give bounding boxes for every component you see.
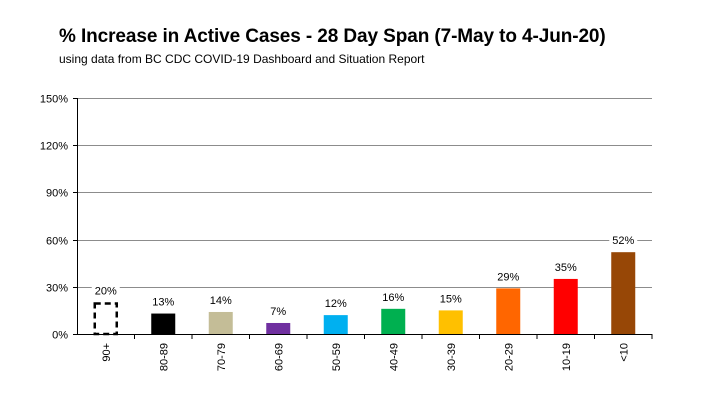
data-label: 29% bbox=[497, 271, 519, 283]
y-tick-label: 90% bbox=[46, 188, 68, 200]
data-label: 15% bbox=[440, 293, 462, 305]
x-tick-label: 80-89 bbox=[158, 343, 170, 371]
data-label: 20% bbox=[95, 286, 117, 298]
bar bbox=[611, 252, 636, 334]
x-tick-label: 90+ bbox=[101, 343, 113, 362]
data-label: 12% bbox=[325, 298, 347, 310]
x-tick-label: 70-79 bbox=[216, 343, 228, 371]
data-label-bg bbox=[609, 234, 638, 248]
axes bbox=[73, 98, 653, 339]
data-label: 35% bbox=[555, 262, 577, 274]
data-label-bg bbox=[551, 260, 580, 274]
bar bbox=[553, 278, 578, 334]
bar bbox=[496, 288, 521, 334]
x-tick-label: <10 bbox=[618, 343, 630, 362]
y-tick-labels: 0% 30% 60% 90% 120% 150% bbox=[40, 94, 68, 342]
x-tick-label: 30-39 bbox=[446, 343, 458, 371]
x-tick-label: 60-69 bbox=[273, 343, 285, 371]
bar bbox=[323, 315, 348, 334]
data-label-bg bbox=[436, 292, 465, 306]
data-label: 7% bbox=[270, 306, 286, 318]
data-label: 16% bbox=[382, 292, 404, 304]
x-tick-label: 40-49 bbox=[388, 343, 400, 371]
chart-title: % Increase in Active Cases - 28 Day Span… bbox=[59, 26, 606, 47]
data-label: 13% bbox=[152, 297, 174, 309]
data-label: 14% bbox=[210, 295, 232, 307]
bar bbox=[381, 308, 406, 334]
y-tick-label: 120% bbox=[40, 141, 68, 153]
bars bbox=[93, 252, 636, 336]
data-label: 52% bbox=[612, 235, 634, 247]
bar bbox=[438, 310, 463, 334]
y-tick-label: 150% bbox=[40, 94, 68, 106]
data-label-bg bbox=[494, 270, 523, 284]
x-tick-label: 50-59 bbox=[331, 343, 343, 371]
data-label-bg bbox=[206, 293, 235, 307]
y-tick-label: 0% bbox=[52, 330, 68, 342]
data-label-bg bbox=[321, 297, 350, 311]
bar bbox=[208, 311, 233, 334]
data-label-bg bbox=[91, 284, 120, 298]
data-label-bg bbox=[264, 304, 293, 318]
gridlines bbox=[77, 98, 652, 288]
bar bbox=[93, 302, 118, 336]
data-label-bg bbox=[149, 295, 178, 309]
chart-subtitle: using data from BC CDC COVID-19 Dashboar… bbox=[59, 52, 425, 66]
data-label-bg bbox=[379, 290, 408, 304]
bar bbox=[266, 322, 291, 334]
x-tick-label: 20-29 bbox=[503, 343, 515, 371]
y-tick-label: 60% bbox=[46, 236, 68, 248]
y-tick-label: 30% bbox=[46, 283, 68, 295]
bar bbox=[151, 313, 176, 334]
x-tick-label: 10-19 bbox=[561, 343, 573, 371]
x-tick-labels: 90+ 80-89 70-79 60-69 50-59 40-49 30-39 20-29 10… bbox=[101, 343, 631, 371]
data-labels: 20% 13% 14% 7% 12% 16% 15% 29% 35% 52% bbox=[91, 234, 638, 318]
